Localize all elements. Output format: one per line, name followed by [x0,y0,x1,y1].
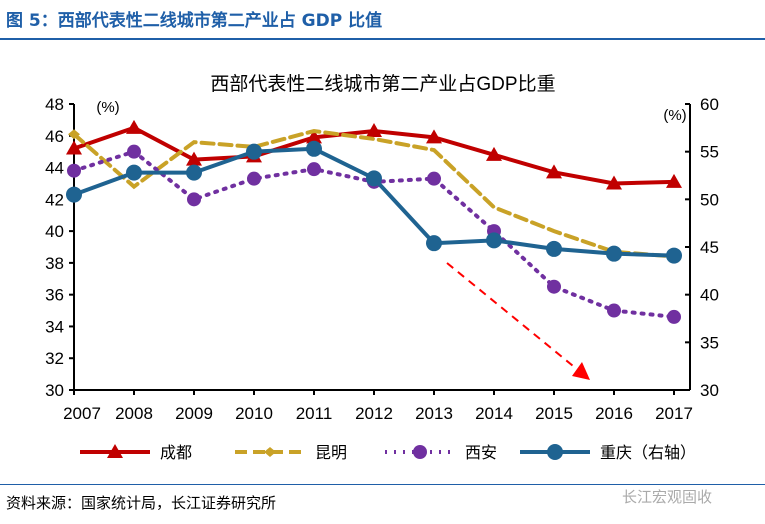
right-tick-label: 55 [700,143,719,162]
right-tick-label: 30 [700,381,719,400]
triangle-marker [366,123,382,138]
x-tick-label: 2007 [63,404,101,423]
triangle-marker [107,444,123,458]
circle-marker [486,232,502,249]
series-3 [66,140,682,264]
watermark: 长江宏观固收 [622,488,713,506]
series-0 [66,119,682,190]
figure-title: 图 5：西部代表性二线城市第二产业占 GDP 比值 [6,11,383,31]
right-tick-label: 60 [700,95,719,114]
right-tick-label: 50 [700,190,719,209]
right-tick-label: 40 [700,286,719,305]
left-tick-label: 44 [45,159,64,178]
x-tick-label: 2012 [355,404,393,423]
circle-marker [667,309,681,324]
right-axis-unit: (%) [663,107,686,124]
legend-item: 成都 [80,444,192,462]
circle-marker [246,143,262,160]
left-tick-label: 46 [45,127,64,146]
left-axis-unit: (%) [96,99,119,116]
triangle-marker [426,129,442,144]
legend-item: 西安 [385,444,497,462]
legend-label: 西安 [465,444,497,462]
circle-marker [547,444,563,460]
circle-marker [66,186,82,203]
left-tick-label: 32 [45,349,64,368]
triangle-marker [126,119,142,134]
circle-marker [247,171,261,186]
circle-marker [547,279,561,294]
chart-title: 西部代表性二线城市第二产业占GDP比重 [210,73,555,95]
trend-arrow [446,262,590,380]
circle-marker [413,445,427,459]
triangle-marker [486,146,502,161]
footer-divider [0,484,765,485]
circle-marker [67,163,81,178]
triangle-marker [546,164,562,179]
left-tick-label: 34 [45,317,64,336]
header-divider [0,38,765,40]
left-tick-label: 42 [45,190,64,209]
right-tick-label: 45 [700,238,719,257]
triangle-marker [606,175,622,190]
trend-arrow-line [446,262,579,371]
triangle-marker [306,129,322,144]
legend-label: 成都 [160,444,192,462]
circle-marker [186,164,202,181]
left-tick-label: 38 [45,254,64,273]
triangle-marker [186,151,202,166]
series-line [72,128,676,259]
circle-marker [666,247,682,264]
left-tick-label: 36 [45,286,64,305]
triangle-marker [66,140,82,155]
x-tick-label: 2008 [115,404,153,423]
circle-marker [307,162,321,177]
x-tick-label: 2011 [296,404,333,423]
x-tick-label: 2009 [175,404,213,423]
circle-marker [366,170,382,187]
x-tick-label: 2013 [415,404,453,423]
x-tick-label: 2014 [475,404,513,423]
circle-marker [126,164,142,181]
diamond-marker [68,129,80,140]
left-tick-label: 30 [45,381,64,400]
x-tick-label: 2016 [595,404,633,423]
diamond-marker [264,447,276,457]
legend-item: 昆明 [235,445,347,462]
legend-label: 重庆（右轴） [600,444,696,462]
x-tick-label: 2010 [235,404,273,423]
legend-item: 重庆（右轴） [520,444,696,462]
left-tick-label: 48 [45,95,64,114]
circle-marker [426,235,442,252]
series-1 [68,128,680,262]
left-tick-label: 40 [45,222,64,241]
circle-marker [427,171,441,186]
x-tick-label: 2015 [535,404,573,423]
circle-marker [546,240,562,257]
arrow-head-icon [572,362,590,380]
circle-marker [606,245,622,262]
triangle-marker [666,173,682,188]
source-note: 资料来源：国家统计局，长江证券研究所 [6,494,277,512]
legend-label: 昆明 [315,445,347,462]
right-tick-label: 35 [700,333,719,352]
x-tick-label: 2017 [655,404,693,423]
circle-marker [127,144,141,159]
circle-marker [187,192,201,207]
circle-marker [306,140,322,157]
circle-marker [607,303,621,318]
